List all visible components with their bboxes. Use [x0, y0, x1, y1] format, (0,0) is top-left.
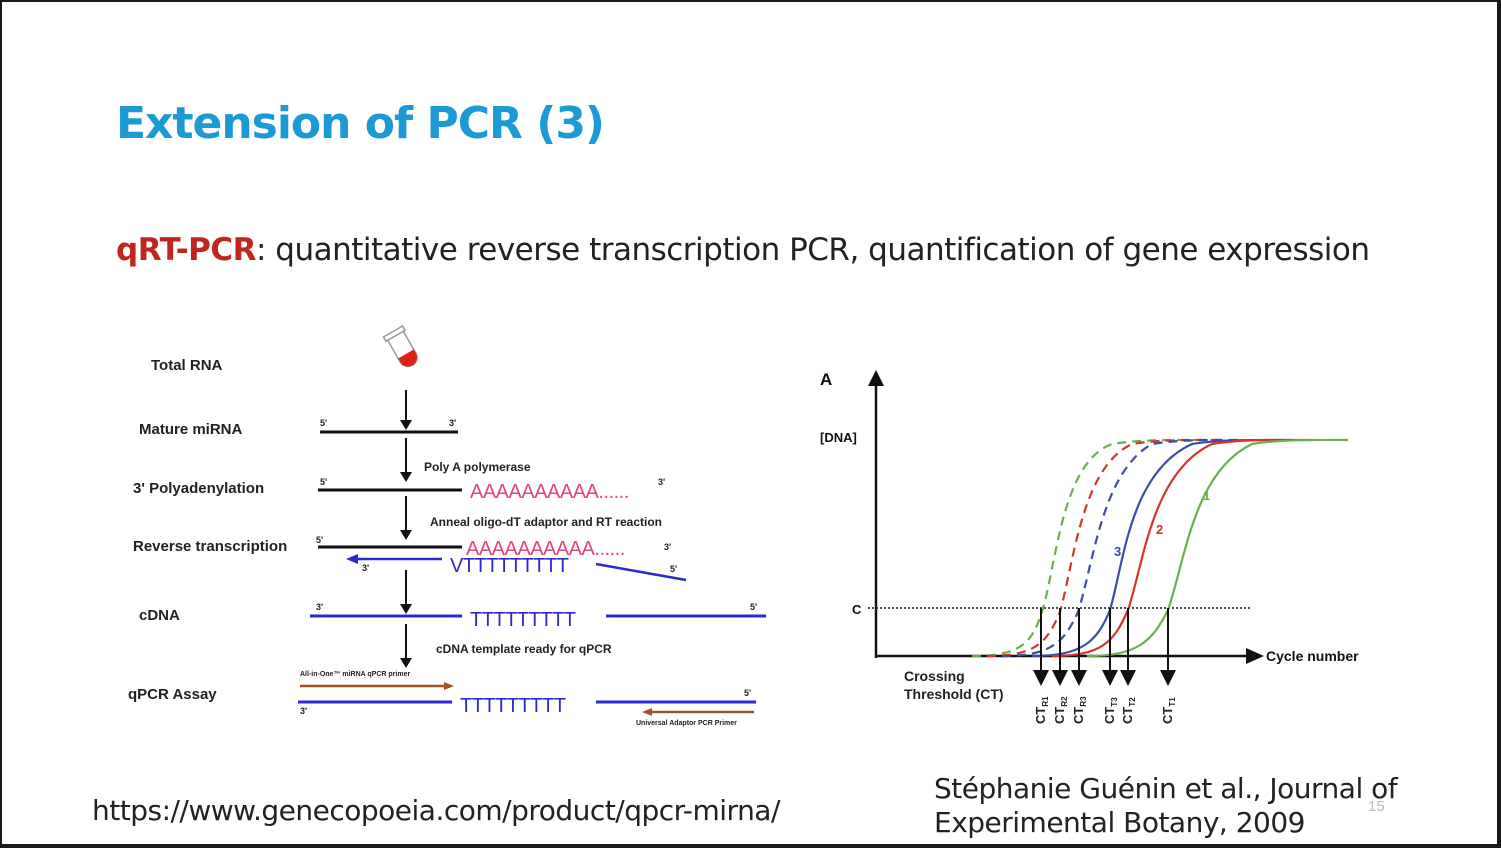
step-qpcr-assay: qPCR Assay — [128, 686, 217, 703]
mirna-5-end: 5' — [320, 418, 327, 428]
curve-label-2: 2 — [1156, 522, 1163, 537]
poly-a-polymerase-label: Poly A polymerase — [424, 460, 531, 474]
cdna-arrowhead — [346, 554, 358, 564]
source-url: https://www.genecopoeia.com/product/qpcr… — [92, 794, 780, 827]
qpcr-poly-t-seq: TTTTTTTTT — [460, 695, 566, 717]
slide-title: Extension of PCR (3) — [116, 98, 605, 149]
ct-labels: CTR1 CTR2 CTR3 CTT3 CTT2 CTT1 — [1033, 696, 1177, 724]
curve-group — [971, 438, 1349, 658]
test-tube-icon — [382, 324, 418, 368]
curve-reference-2 — [986, 438, 1223, 658]
workflow-diagram: Total RNA Mature miRNA 3' Polyadenylatio… — [128, 324, 766, 727]
universal-primer-label: Universal Adaptor PCR Primer — [636, 720, 737, 727]
curve-test-1 — [1086, 438, 1349, 658]
adaptor-5-end: 5' — [670, 564, 677, 574]
cdna-ready-label: cDNA template ready for qPCR — [436, 642, 612, 656]
cdna-3-end: 3' — [316, 602, 323, 612]
mirna-primer-label: All-in-One™ miRNA qPCR primer — [300, 671, 410, 678]
step-cdna: cDNA — [139, 607, 180, 624]
poly-a-tail-seq: AAAAAAAAAA...... — [470, 481, 629, 503]
threshold-label: C — [852, 602, 862, 617]
step-polyadenylation: 3' Polyadenylation — [133, 480, 264, 497]
oligo-dt-adaptor — [595, 562, 687, 582]
step-mature-mirna: Mature miRNA — [139, 421, 243, 438]
oligo-dt-seq: VTTTTTTTTT — [450, 555, 569, 577]
polya-5-end: 5' — [320, 477, 327, 487]
step-reverse-transcription: Reverse transcription — [133, 538, 287, 555]
page-number: 15 — [1368, 798, 1385, 815]
cdna-5-end: 5' — [750, 602, 757, 612]
universal-primer-arrowhead — [642, 708, 652, 716]
curve-reference-1 — [971, 438, 1203, 658]
x-axis-arrowhead — [1246, 648, 1264, 664]
qpcr-5-end: 5' — [744, 688, 751, 698]
ct-label-r3: CTR3 — [1071, 696, 1088, 724]
ct-label-t1: CTT1 — [1160, 697, 1177, 724]
curve-reference-3 — [1001, 438, 1243, 658]
citation-line-2: Experimental Botany, 2009 — [934, 806, 1305, 839]
crossing-label-2: Threshold (CT) — [904, 686, 1004, 702]
rt-3-end: 3' — [664, 542, 671, 552]
subtitle-acronym: qRT-PCR — [116, 232, 256, 268]
curve-label-1: 1 — [1203, 488, 1210, 503]
mirna-3-end: 3' — [449, 418, 456, 428]
ct-label-r1: CTR1 — [1033, 696, 1050, 724]
x-axis-label: Cycle number — [1266, 648, 1359, 664]
panel-letter: A — [820, 370, 832, 389]
curve-label-3: 3 — [1114, 544, 1121, 559]
curve-test-3 — [1031, 438, 1293, 658]
mirna-primer-arrowhead — [444, 682, 454, 690]
ct-label-r2: CTR2 — [1052, 696, 1069, 724]
cdna-poly-t-seq: TTTTTTTTT — [470, 609, 576, 631]
ct-label-t2: CTT2 — [1120, 697, 1137, 724]
crossing-label-1: Crossing — [904, 668, 965, 684]
flow-arrows — [400, 390, 412, 668]
slide-subtitle: qRT-PCR: quantitative reverse transcript… — [116, 232, 1370, 268]
y-axis-label: [DNA] — [820, 430, 857, 445]
citation: Stéphanie Guénin et al., Journal of Expe… — [934, 772, 1398, 840]
rt-poly-a-seq: AAAAAAAAAA...... — [466, 538, 625, 560]
y-axis-arrowhead — [868, 370, 884, 386]
qpcr-3-end: 3' — [300, 706, 307, 716]
curve-test-2 — [1051, 438, 1313, 658]
ct-arrows — [1033, 608, 1176, 686]
ct-label-t3: CTT3 — [1102, 697, 1119, 724]
polya-3-end: 3' — [658, 477, 665, 487]
citation-line-1: Stéphanie Guénin et al., Journal of — [934, 772, 1398, 805]
step-total-rna: Total RNA — [151, 357, 223, 374]
rt-cdna-3-end: 3' — [362, 563, 369, 573]
amplification-curves-diagram: A [DNA] Cycle number C 1 2 3 — [820, 370, 1359, 724]
anneal-label: Anneal oligo-dT adaptor and RT reaction — [430, 515, 662, 529]
subtitle-text: : quantitative reverse transcription PCR… — [255, 232, 1370, 268]
rt-5-end: 5' — [316, 535, 323, 545]
